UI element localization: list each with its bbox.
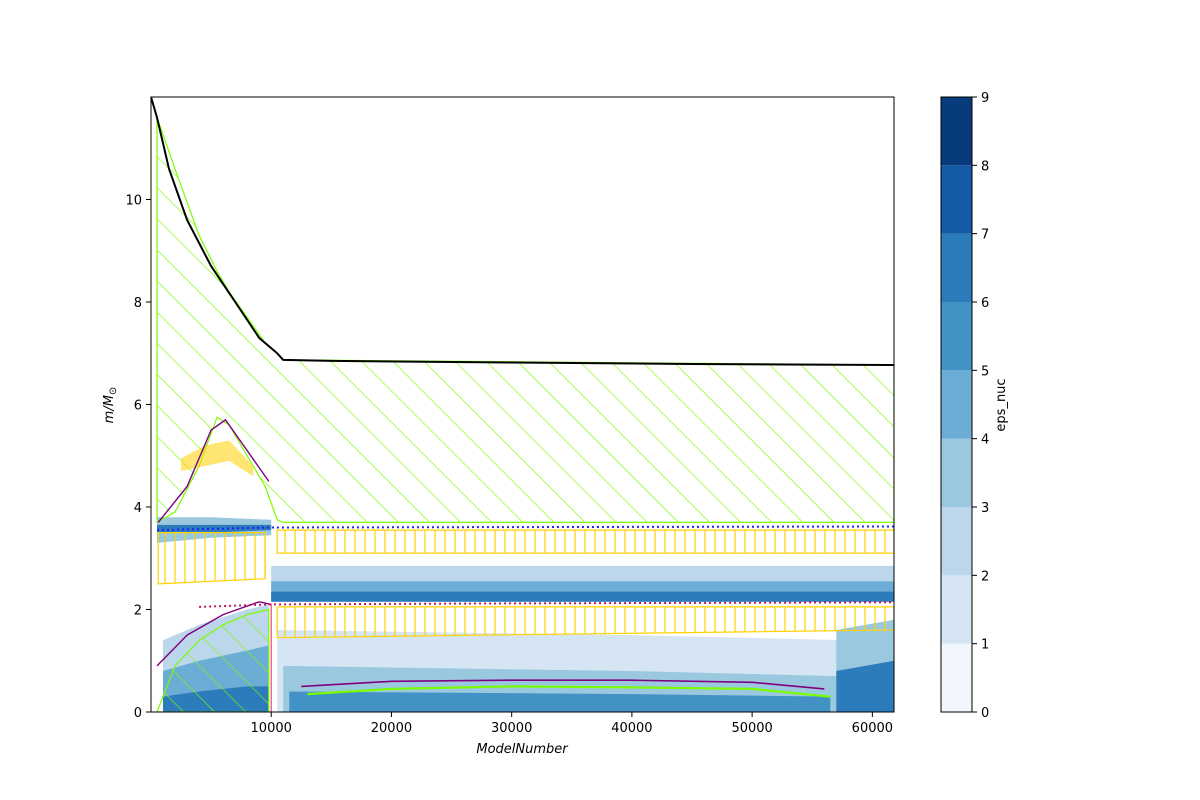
y-tick-label: 2 — [134, 604, 142, 619]
y-axis-label-main: m/M — [102, 395, 117, 423]
y-axis-label: m/M⊙ — [102, 387, 119, 424]
overshoot-purple-core — [301, 679, 825, 690]
colorbar-segment — [941, 370, 972, 439]
y-tick-label: 6 — [134, 399, 142, 414]
co-core-boundary — [199, 601, 894, 608]
x-axis-ticks: 10000 20000 30000 40000 50000 60000 — [251, 712, 893, 736]
colorbar-tick-label: 4 — [981, 433, 989, 448]
x-tick-label: 50000 — [731, 721, 772, 736]
y-tick-label: 10 — [125, 194, 142, 209]
y-tick-label: 4 — [134, 501, 142, 516]
colorbar-frame — [940, 96, 973, 713]
colorbar-tick-label: 9 — [981, 91, 989, 106]
x-tick-label: 40000 — [611, 721, 652, 736]
overshoot-purple-lower — [156, 601, 272, 667]
colorbar-tick-label: 7 — [981, 228, 989, 243]
x-tick-label: 10000 — [251, 721, 292, 736]
colorbar-segment — [941, 302, 972, 371]
colorbar-segment — [941, 438, 972, 507]
colorbar-label: eps_nuc — [994, 378, 1009, 431]
mixing-overlays — [151, 97, 894, 712]
burn-late-2 — [836, 660, 894, 712]
burn-he-shell-inner — [271, 591, 894, 602]
convection-green-core — [307, 685, 831, 698]
colorbar-tick-label: 8 — [981, 159, 989, 174]
colorbar-tick-label: 5 — [981, 364, 989, 379]
x-tick-label: 20000 — [371, 721, 412, 736]
semiconvection-lower — [276, 606, 894, 639]
semiconvection-upper — [276, 529, 894, 554]
plot-area — [151, 97, 894, 712]
colorbar-tick-label: 0 — [981, 706, 989, 721]
x-tick-label: 30000 — [491, 721, 532, 736]
y-tick-label: 0 — [134, 706, 142, 721]
colorbar-tick-label: 1 — [981, 638, 989, 653]
y-axis-label-subscript: ⊙ — [108, 387, 119, 395]
colorbar-segment — [941, 165, 972, 234]
x-tick-label: 60000 — [852, 721, 893, 736]
semiconvection-early — [157, 532, 266, 585]
overshoot-purple-upper — [157, 418, 270, 523]
x-axis-label: ModelNumber — [476, 742, 569, 757]
convective-core — [156, 608, 270, 712]
y-axis-ticks: 0 2 4 6 8 10 — [125, 194, 151, 721]
overshoot-mottle — [181, 440, 254, 477]
burn-core-c-3 — [289, 691, 831, 712]
colorbar-segment — [941, 643, 972, 712]
colorbar-segment — [941, 575, 972, 644]
colorbar-segment — [941, 233, 972, 302]
colorbar: 0 1 2 3 4 5 6 7 8 9 — [940, 91, 989, 721]
y-tick-label: 8 — [134, 296, 142, 311]
total-mass-line — [151, 97, 894, 366]
colorbar-tick-label: 2 — [981, 569, 989, 584]
colorbar-segment — [941, 97, 972, 166]
burn-h-shell-early-core — [157, 524, 272, 533]
colorbar-tick-label: 6 — [981, 296, 989, 311]
colorbar-segment — [941, 507, 972, 576]
colorbar-tick-label: 3 — [981, 501, 989, 516]
